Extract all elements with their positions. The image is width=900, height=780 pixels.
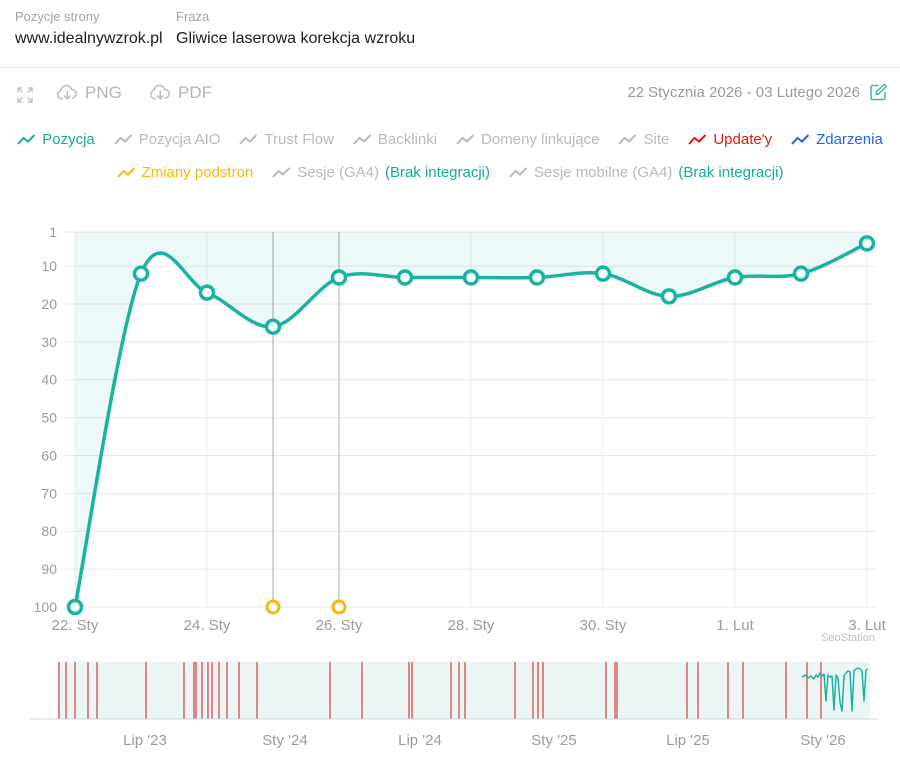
- legend-label: Backlinki: [377, 131, 438, 148]
- legend-item-domeny-linkuj-ce[interactable]: Domeny linkujące: [456, 131, 599, 148]
- date-range-text: 22 Stycznia 2026 - 03 Lutego 2026: [627, 83, 860, 101]
- expand-icon: [15, 85, 35, 105]
- svg-text:90: 90: [41, 561, 57, 577]
- legend-item-backlinki[interactable]: Backlinki: [353, 131, 437, 148]
- legend-label: Site: [643, 131, 670, 148]
- series-zigzag-icon: [272, 166, 291, 178]
- legend-label: Trust Flow: [264, 131, 334, 148]
- svg-text:Sty '26: Sty '26: [800, 732, 845, 749]
- svg-text:60: 60: [41, 447, 57, 463]
- cloud-download-icon: [149, 83, 172, 103]
- site-column: Pozycje strony www.idealnywzrok.pl: [15, 8, 163, 52]
- legend-label: Pozycja AIO: [138, 131, 221, 148]
- svg-text:3. Lut: 3. Lut: [848, 617, 886, 634]
- legend-row-2: Zmiany podstron Sesje (GA4) (Brak integrac…: [0, 164, 900, 181]
- cloud-download-icon: [56, 83, 79, 103]
- positions-chart[interactable]: 1 10 20 30 40 50 60 70 80 90 100 22. Sty 24. Sty 26. …: [0, 220, 900, 652]
- legend-item-zdarzenia[interactable]: Zdarzenia: [791, 131, 883, 148]
- download-pdf-button[interactable]: PDF: [147, 81, 214, 105]
- series-zigzag-icon: [791, 133, 810, 145]
- svg-text:30. Sty: 30. Sty: [580, 617, 627, 634]
- legend-item-zmiany-podstron[interactable]: Zmiany podstron: [116, 164, 254, 181]
- series-zigzag-icon: [509, 166, 528, 178]
- series-zigzag-icon: [353, 133, 372, 145]
- svg-text:22. Sty: 22. Sty: [52, 617, 99, 634]
- svg-text:50: 50: [41, 410, 57, 426]
- svg-text:Lip '24: Lip '24: [398, 732, 442, 749]
- download-png-label: PNG: [85, 83, 122, 102]
- series-zigzag-icon: [114, 133, 132, 145]
- site-label: Pozycje strony: [15, 9, 100, 24]
- series-zigzag-icon: [17, 133, 36, 145]
- download-pdf-label: PDF: [178, 83, 212, 102]
- svg-text:Sty '24: Sty '24: [262, 732, 307, 749]
- legend-item-pozycja[interactable]: Pozycja: [17, 131, 95, 148]
- toolbar: PNG PDF 22 Stycznia 2026 - 03 Lutego 202…: [0, 78, 900, 112]
- site-value: www.idealnywzrok.pl: [15, 30, 163, 47]
- download-png-button[interactable]: PNG: [54, 81, 124, 105]
- svg-text:10: 10: [41, 258, 57, 274]
- svg-text:28. Sty: 28. Sty: [448, 617, 495, 634]
- phrase-label: Fraza: [176, 9, 210, 24]
- svg-text:1: 1: [49, 224, 57, 240]
- svg-text:30: 30: [41, 334, 57, 350]
- series-zigzag-icon: [239, 133, 258, 145]
- legend-item-sesje-mobilne-ga4[interactable]: Sesje mobilne (GA4) (Brak integracji): [509, 164, 783, 181]
- series-zigzag-icon: [688, 133, 707, 145]
- expand-button[interactable]: [13, 83, 37, 107]
- legend-suffix: (Brak integracji): [678, 164, 784, 181]
- series-zigzag-icon: [116, 166, 135, 178]
- legend-label: Zmiany podstron: [141, 164, 254, 181]
- legend-item-trust-flow[interactable]: Trust Flow: [239, 131, 334, 148]
- legend-item-site[interactable]: Site: [618, 131, 669, 148]
- svg-text:1. Lut: 1. Lut: [716, 617, 754, 634]
- header-divider: [0, 67, 900, 68]
- legend-label: Pozycja: [42, 131, 95, 148]
- legend-item-sesje-ga4[interactable]: Sesje (GA4) (Brak integracji): [272, 164, 490, 181]
- svg-text:24. Sty: 24. Sty: [184, 617, 231, 634]
- legend-item-pozycja-aio[interactable]: Pozycja AIO: [114, 131, 221, 148]
- svg-text:26. Sty: 26. Sty: [316, 617, 363, 634]
- edit-date-range-button[interactable]: [868, 82, 888, 102]
- svg-text:80: 80: [41, 523, 57, 539]
- series-zigzag-icon: [618, 133, 637, 145]
- legend-label: Sesje (GA4): [297, 164, 379, 181]
- legend-item-update-y[interactable]: Update'y: [688, 131, 772, 148]
- legend-row-1: Pozycja Pozycja AIO Trust Flow Backlinki Dom…: [0, 131, 900, 148]
- svg-text:SeoStation: SeoStation: [821, 632, 875, 644]
- series-zigzag-icon: [456, 133, 475, 145]
- svg-text:100: 100: [34, 599, 58, 615]
- svg-text:70: 70: [41, 485, 57, 501]
- edit-icon: [870, 84, 886, 101]
- svg-text:Sty '25: Sty '25: [531, 732, 576, 749]
- legend-label: Update'y: [713, 131, 773, 148]
- legend-label: Sesje mobilne (GA4): [534, 164, 673, 181]
- legend-label: Zdarzenia: [816, 131, 883, 148]
- phrase-column: Fraza Gliwice laserowa korekcja wzroku: [176, 8, 415, 52]
- svg-text:Lip '25: Lip '25: [666, 732, 710, 749]
- date-range: 22 Stycznia 2026 - 03 Lutego 2026: [627, 82, 888, 102]
- legend-suffix: (Brak integracji): [384, 164, 490, 181]
- phrase-value: Gliwice laserowa korekcja wzroku: [176, 30, 416, 47]
- timeline-navigator[interactable]: Lip '23 Sty '24 Lip '24 Sty '25 Lip '25 Sty '…: [0, 652, 900, 762]
- svg-text:Lip '23: Lip '23: [123, 732, 167, 749]
- svg-text:40: 40: [41, 372, 57, 388]
- svg-text:20: 20: [41, 296, 57, 312]
- legend-label: Domeny linkujące: [481, 131, 600, 148]
